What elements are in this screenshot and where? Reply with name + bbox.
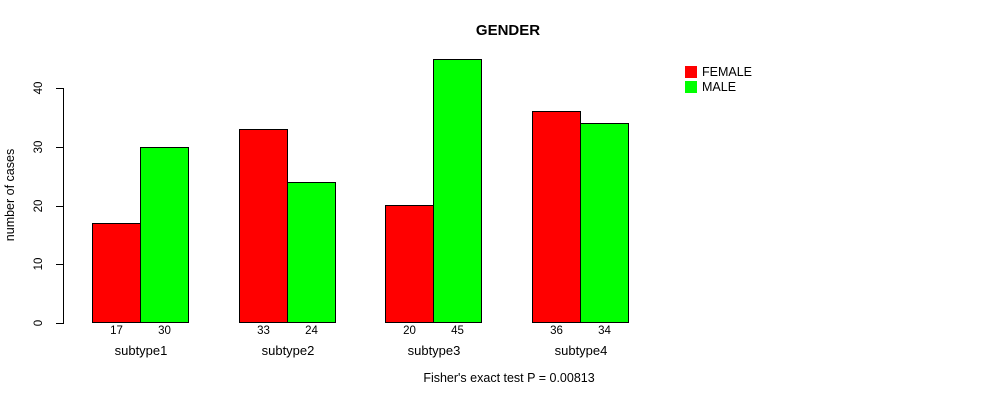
legend-swatch-male bbox=[685, 81, 697, 93]
y-axis-line bbox=[63, 88, 64, 324]
bar-value-label: 20 bbox=[403, 325, 416, 337]
legend-swatch-female bbox=[685, 66, 697, 78]
bar-value-label: 34 bbox=[598, 325, 611, 337]
category-label-subtype2: subtype2 bbox=[261, 343, 315, 358]
bar-value-label: 45 bbox=[451, 325, 464, 337]
y-tick-label: 10 bbox=[33, 257, 45, 271]
y-axis-label: number of cases bbox=[3, 148, 17, 242]
caption: Fisher's exact test P = 0.00813 bbox=[423, 371, 595, 385]
y-tick-mark bbox=[56, 323, 63, 324]
bar-male-subtype3 bbox=[433, 59, 482, 323]
y-tick-label: 40 bbox=[33, 81, 45, 95]
y-tick-label: 0 bbox=[33, 319, 45, 327]
chart-title: GENDER bbox=[475, 22, 541, 39]
bar-value-label: 33 bbox=[257, 325, 270, 337]
y-tick-mark bbox=[56, 205, 63, 207]
legend-label-female: FEMALE bbox=[702, 65, 753, 79]
y-tick-label: 20 bbox=[33, 199, 45, 212]
legend-label-male: MALE bbox=[702, 80, 737, 94]
bar-value-label: 36 bbox=[550, 325, 563, 337]
bar-male-subtype4 bbox=[580, 123, 629, 323]
bar-female-subtype3 bbox=[385, 205, 434, 323]
bar-male-subtype2 bbox=[287, 182, 336, 323]
bar-female-subtype1 bbox=[92, 223, 141, 323]
bar-female-subtype2 bbox=[239, 129, 288, 323]
bar-value-label: 24 bbox=[305, 325, 318, 337]
category-label-subtype3: subtype3 bbox=[407, 343, 461, 358]
bar-value-label: 17 bbox=[110, 325, 123, 337]
category-label-subtype1: subtype1 bbox=[114, 343, 168, 358]
y-tick-mark bbox=[56, 264, 63, 266]
bar-female-subtype4 bbox=[532, 111, 581, 323]
y-tick-label: 30 bbox=[33, 140, 45, 154]
bar-value-label: 30 bbox=[158, 325, 171, 337]
y-tick-mark bbox=[56, 88, 63, 89]
bar-male-subtype1 bbox=[140, 147, 189, 323]
y-tick-mark bbox=[56, 146, 63, 148]
category-label-subtype4: subtype4 bbox=[554, 343, 608, 358]
